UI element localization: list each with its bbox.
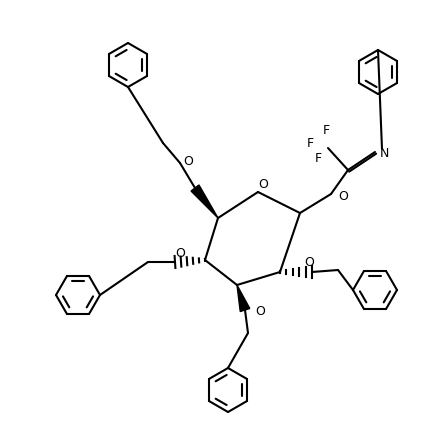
Text: N: N xyxy=(380,146,389,159)
Text: F: F xyxy=(322,124,329,137)
Text: F: F xyxy=(307,137,314,150)
Text: O: O xyxy=(338,190,348,202)
Text: F: F xyxy=(315,151,321,164)
Text: O: O xyxy=(255,305,265,318)
Text: O: O xyxy=(183,155,193,168)
Text: O: O xyxy=(175,246,185,259)
Polygon shape xyxy=(237,285,250,311)
Text: O: O xyxy=(304,255,314,268)
Text: O: O xyxy=(258,177,268,190)
Polygon shape xyxy=(191,185,218,218)
